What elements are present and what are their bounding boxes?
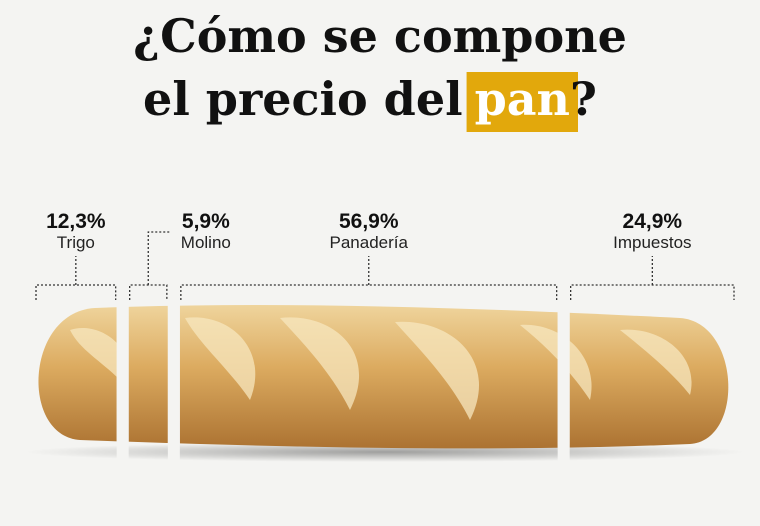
connector [147,231,171,285]
title-text: el precio del [143,72,463,126]
cut-gap [557,290,570,462]
cut-gap [116,290,129,462]
crust-scores [70,317,692,420]
bread-segment [38,305,117,449]
title-line1: ¿Cómo se compone [133,9,627,63]
value-label: 56,9% [339,210,399,233]
loaf [38,305,729,449]
value-label: 12,3% [46,210,106,233]
title-line2: el precio del pan? [143,72,597,126]
bracket [129,284,168,300]
title-highlight [466,72,578,132]
category-label: Molino [181,233,231,252]
bracket [180,284,558,300]
bracket [570,284,735,300]
bracket [35,284,117,300]
cut-gap [167,290,180,462]
bread-segment [128,305,168,449]
category-label: Panadería [330,233,409,252]
category-label: Impuestos [613,233,691,252]
value-label: 24,9% [623,210,683,233]
title-end: ? [570,72,597,126]
title-highlight-word: pan [475,72,570,126]
bread-segment [569,305,729,449]
value-label: 5,9% [182,210,230,233]
category-label: Trigo [57,233,95,252]
